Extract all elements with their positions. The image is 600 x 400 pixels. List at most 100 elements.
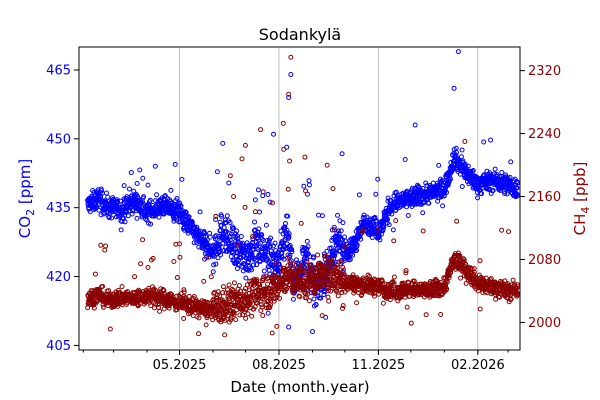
ch4-point (254, 277, 260, 283)
ch4-point (220, 284, 226, 290)
ch4-point (215, 289, 221, 295)
ch4-point (91, 305, 97, 311)
co2-point (220, 240, 226, 246)
ch4-point (325, 294, 331, 300)
ch4-outlier-point (302, 154, 308, 160)
co2-point (488, 137, 494, 143)
co2-point (231, 225, 237, 231)
y-right-tick-label: 2160 (528, 190, 561, 205)
ch4-point (454, 218, 460, 224)
co2-point (186, 214, 192, 220)
ch4-point (252, 209, 258, 215)
co2-point (286, 234, 292, 240)
ch4-point (339, 290, 345, 296)
ch4-point (260, 313, 266, 319)
ch4-outlier-point (462, 138, 468, 144)
ch4-point (282, 289, 288, 295)
co2-point (226, 240, 232, 246)
ch4-point (427, 279, 433, 285)
co2-point (318, 295, 324, 301)
ch4-point (145, 265, 151, 271)
co2-point (197, 209, 203, 215)
co2-point (245, 259, 251, 265)
ch4-point (287, 158, 293, 164)
ch4-point (319, 313, 325, 319)
ch4-point (359, 292, 365, 298)
co2-point (124, 194, 130, 200)
ch4-point (404, 304, 410, 310)
co2-point (226, 180, 232, 186)
ch4-point (326, 298, 332, 304)
ch4-point (159, 292, 165, 298)
axes: 05.2025 08.2025 11.2025 02.2026 405 420 435 450… (46, 63, 561, 373)
co2-point (221, 225, 227, 231)
co2-point (137, 167, 143, 173)
co2-point (465, 163, 471, 169)
co2-point (268, 248, 274, 254)
ch4-point (231, 280, 237, 286)
co2-point (121, 183, 127, 189)
ch4-point (493, 296, 499, 302)
ch4-point (242, 204, 248, 210)
co2-point (259, 232, 265, 238)
y-left-tick-label: 405 (46, 339, 71, 354)
co2-point (139, 200, 145, 206)
co2-point (285, 213, 291, 219)
co2-point (332, 253, 338, 259)
ch4-point (448, 270, 454, 276)
ch4-point (98, 242, 104, 248)
co2-point (331, 224, 337, 230)
co2-point (426, 200, 432, 206)
ch4-point (103, 243, 109, 249)
co2-point (354, 242, 360, 248)
co2-point (174, 195, 180, 201)
ch4-point (508, 296, 514, 302)
ch4-point (233, 317, 239, 323)
co2-point (214, 169, 220, 175)
ch4-point (313, 283, 319, 289)
ch4-point (181, 315, 187, 321)
co2-outlier-point (265, 310, 271, 316)
ch4-point (102, 247, 108, 253)
ch4-point (325, 288, 331, 294)
ch4-point (177, 254, 183, 260)
co2-point (140, 175, 146, 181)
y-left-tick-label: 435 (46, 201, 71, 216)
ch4-point (315, 252, 321, 258)
co2-point (288, 258, 294, 264)
ch4-point (92, 271, 98, 277)
ch4-point (208, 274, 214, 280)
ch4-point (260, 278, 266, 284)
ch4-outlier-point (274, 323, 280, 329)
co2-point (222, 217, 228, 223)
ch4-point (137, 289, 143, 295)
co2-point (313, 302, 319, 308)
co2-point (263, 222, 269, 228)
ch4-point (265, 281, 271, 287)
co2-point (286, 231, 292, 237)
co2-point (304, 256, 310, 262)
co2-point (311, 255, 317, 261)
ch4-point (380, 300, 386, 306)
ch4-point (249, 286, 255, 292)
ch4-point (181, 289, 187, 295)
co2-point (177, 204, 183, 210)
co2-outlier-point (220, 140, 226, 146)
ch4-point (374, 227, 380, 233)
ch4-point (231, 312, 237, 318)
x-axis-label: Date (month.year) (230, 378, 369, 396)
co2-point (274, 255, 280, 261)
ch4-point (303, 188, 309, 194)
ch4-point (324, 162, 330, 168)
co2-point (145, 182, 151, 188)
ch4-point (457, 253, 463, 259)
co2-point (154, 192, 160, 198)
co2-point (377, 237, 383, 243)
ch4-point (153, 288, 159, 294)
co2-point (358, 236, 364, 242)
x-tick-label: 08.2025 (252, 358, 306, 373)
co2-point (332, 250, 338, 256)
ch4-point (271, 298, 277, 304)
ch4-point (306, 298, 312, 304)
co2-outlier-point (271, 131, 277, 137)
